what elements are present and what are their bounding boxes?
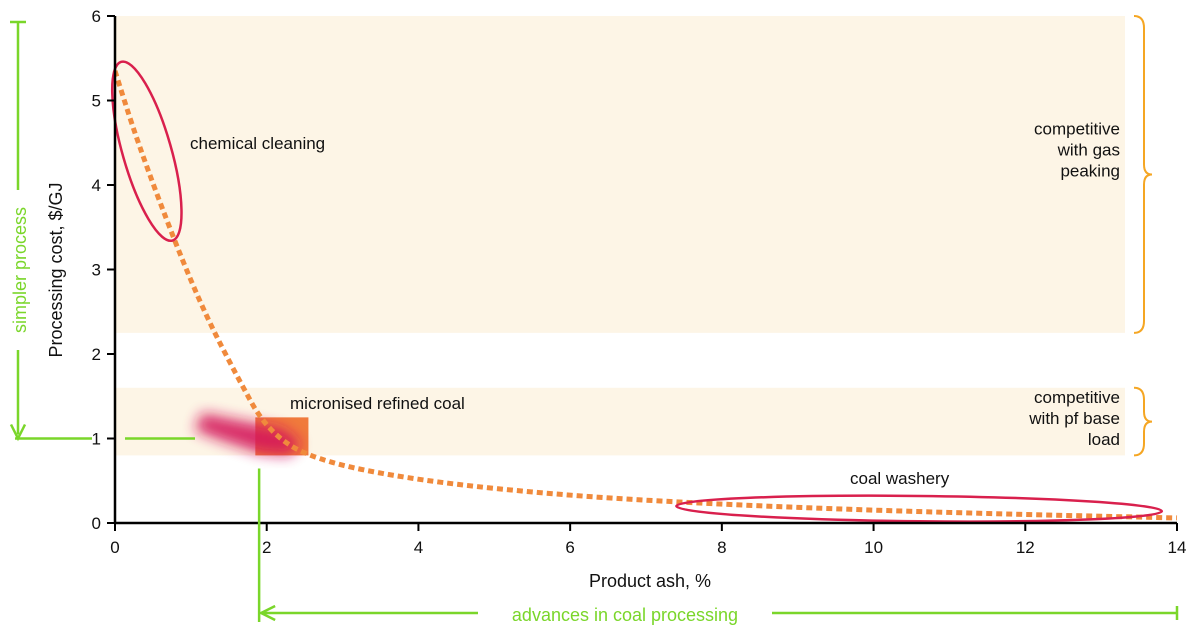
coal-washery-label: coal washery: [850, 469, 950, 488]
advances-arrowhead: [258, 604, 276, 622]
band-1-label-line-0: competitive: [1034, 388, 1120, 407]
x-tick-label-7: 14: [1168, 538, 1187, 557]
x-tick-label-0: 0: [110, 538, 119, 557]
y-tick-label-2: 2: [92, 345, 101, 364]
y-tick-label-0: 0: [92, 514, 101, 533]
y-tick-label-5: 5: [92, 92, 101, 111]
micronised-blob: [194, 413, 301, 456]
x-tick-label-6: 12: [1016, 538, 1035, 557]
y-axis-title: Processing cost, $/GJ: [46, 182, 66, 357]
band-1-label-line-2: load: [1088, 430, 1120, 449]
x-axis-title: Product ash, %: [589, 571, 711, 591]
band-0-label-line-2: peaking: [1060, 161, 1120, 180]
micronised-label: micronised refined coal: [290, 394, 465, 413]
simpler-arrowhead: [9, 423, 27, 442]
advances-label: advances in coal processing: [512, 605, 738, 625]
y-tick-label-6: 6: [92, 7, 101, 26]
x-tick-label-4: 8: [717, 538, 726, 557]
band-brace-1: [1133, 386, 1153, 457]
chemical-cleaning-label: chemical cleaning: [190, 134, 325, 153]
band-1-label-line-1: with pf base: [1028, 409, 1120, 428]
x-tick-label-1: 2: [262, 538, 271, 557]
band-0: [115, 16, 1125, 333]
x-tick-label-5: 10: [864, 538, 883, 557]
x-tick-label-3: 6: [565, 538, 574, 557]
band-brace-0: [1133, 15, 1153, 334]
y-tick-label-1: 1: [92, 430, 101, 449]
region-ellipse-0: [110, 60, 183, 243]
x-tick-label-2: 4: [414, 538, 423, 557]
band-0-label-line-0: competitive: [1034, 119, 1120, 138]
simpler-process-label: simpler process: [10, 207, 30, 333]
band-0-label-line-1: with gas: [1057, 140, 1120, 159]
region-ellipse-1: [675, 494, 1164, 523]
y-tick-label-4: 4: [92, 176, 101, 195]
series-line-0: [112, 70, 1178, 521]
y-tick-label-3: 3: [92, 261, 101, 280]
